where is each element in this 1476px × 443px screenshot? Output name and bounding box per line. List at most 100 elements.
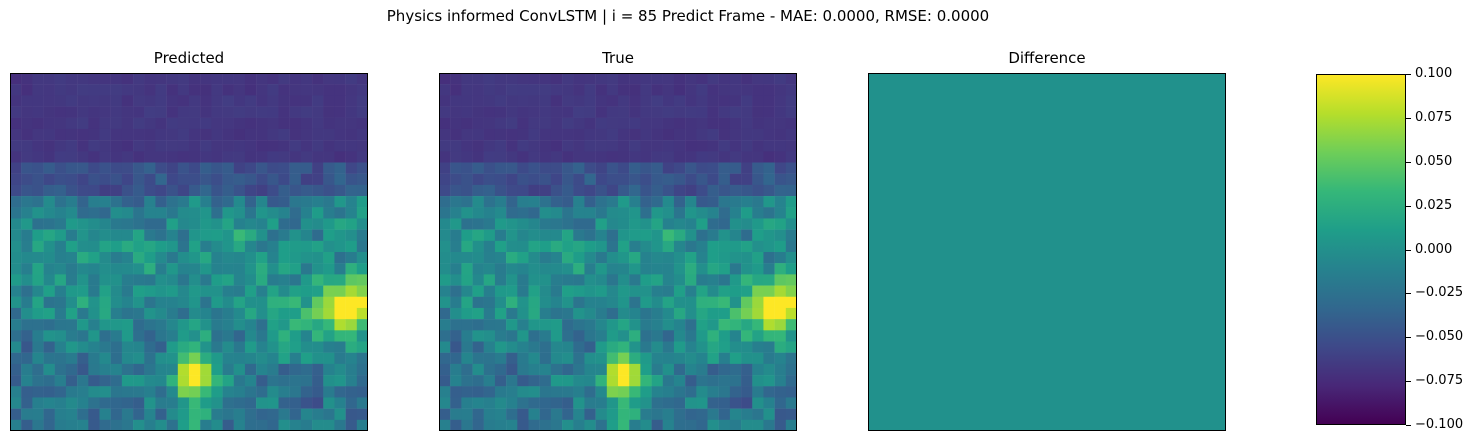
predicted-cell — [300, 341, 313, 353]
true-cell — [785, 240, 797, 253]
predicted-cell — [177, 296, 190, 309]
true-cell — [763, 397, 775, 409]
predicted-cell — [21, 408, 33, 421]
true-cell — [450, 162, 462, 174]
true-cell — [718, 341, 731, 353]
predicted-cell — [222, 274, 234, 286]
predicted-cell — [267, 274, 279, 286]
true-cell — [763, 207, 775, 219]
predicted-cell — [300, 140, 313, 152]
true-cell — [662, 397, 675, 409]
predicted-cell — [65, 162, 78, 174]
true-cell — [595, 363, 608, 376]
predicted-cell — [233, 196, 246, 208]
true-cell — [528, 106, 540, 118]
predicted-cell — [88, 319, 100, 331]
predicted-cell — [54, 140, 67, 152]
predicted-cell — [267, 184, 279, 197]
true-cell — [673, 408, 686, 421]
true-cell — [573, 296, 585, 309]
predicted-cell — [222, 319, 234, 331]
predicted-cell — [155, 229, 167, 242]
predicted-cell — [289, 408, 302, 421]
panel-predicted — [10, 73, 368, 431]
predicted-cell — [233, 73, 246, 85]
true-cell — [763, 151, 775, 163]
true-cell — [618, 84, 630, 96]
predicted-cell — [278, 274, 290, 286]
predicted-cell — [323, 296, 335, 309]
predicted-cell — [345, 240, 358, 253]
predicted-cell — [133, 117, 145, 130]
predicted-cell — [312, 307, 324, 320]
predicted-cell — [233, 397, 246, 409]
predicted-cell — [32, 419, 44, 431]
true-cell — [696, 173, 708, 186]
true-cell — [595, 151, 608, 163]
true-cell — [606, 95, 619, 107]
predicted-cell — [233, 229, 246, 242]
true-cell — [763, 285, 775, 297]
predicted-cell — [110, 240, 123, 253]
true-cell — [729, 207, 742, 219]
predicted-cell — [32, 218, 44, 230]
predicted-cell — [278, 117, 290, 130]
predicted-cell — [54, 408, 67, 421]
true-cell — [584, 151, 596, 163]
true-cell — [741, 274, 753, 286]
true-cell — [741, 218, 753, 230]
predicted-cell — [267, 73, 279, 85]
predicted-cell — [256, 319, 268, 331]
predicted-cell — [99, 151, 111, 163]
predicted-cell — [177, 408, 190, 421]
true-cell — [595, 386, 608, 398]
true-cell — [472, 95, 484, 107]
true-cell — [483, 296, 496, 309]
predicted-cell — [99, 240, 111, 253]
predicted-cell — [256, 73, 268, 85]
true-cell — [461, 151, 473, 163]
true-cell — [439, 84, 451, 96]
predicted-cell — [312, 240, 324, 253]
true-cell — [673, 117, 686, 130]
predicted-cell — [110, 207, 123, 219]
predicted-cell — [133, 419, 145, 431]
true-cell — [629, 196, 641, 208]
predicted-cell — [211, 307, 223, 320]
true-cell — [629, 173, 641, 186]
true-cell — [640, 386, 652, 398]
true-cell — [450, 397, 462, 409]
true-cell — [606, 274, 619, 286]
true-cell — [450, 296, 462, 309]
true-cell — [718, 274, 731, 286]
true-cell — [741, 263, 753, 275]
predicted-cell — [166, 151, 179, 163]
true-cell — [461, 162, 473, 174]
predicted-cell — [32, 151, 44, 163]
true-cell — [606, 151, 619, 163]
predicted-cell — [144, 341, 156, 353]
predicted-cell — [21, 207, 33, 219]
predicted-cell — [77, 397, 89, 409]
true-cell — [685, 128, 697, 141]
predicted-cell — [99, 106, 111, 118]
predicted-cell — [21, 252, 33, 264]
predicted-cell — [166, 263, 179, 275]
predicted-cell — [289, 386, 302, 398]
predicted-cell — [244, 229, 257, 242]
predicted-cell — [110, 229, 123, 242]
true-cell — [450, 252, 462, 264]
true-cell — [662, 240, 675, 253]
true-cell — [606, 285, 619, 297]
true-cell — [595, 162, 608, 174]
predicted-cell — [155, 173, 167, 186]
predicted-cell — [323, 106, 335, 118]
true-cell — [774, 319, 787, 331]
true-cell — [483, 128, 496, 141]
true-cell — [450, 207, 462, 219]
predicted-cell — [233, 128, 246, 141]
true-cell — [774, 84, 787, 96]
predicted-cell — [21, 263, 33, 275]
predicted-cell — [356, 252, 368, 264]
true-cell — [729, 151, 742, 163]
